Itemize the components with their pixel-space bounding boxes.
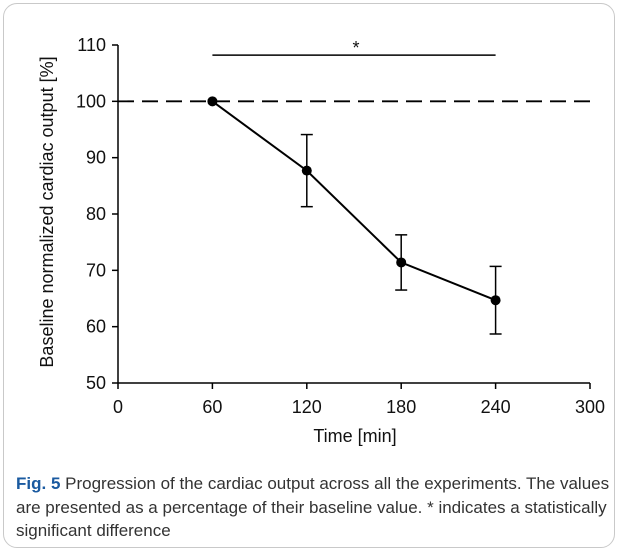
- y-axis-label: Baseline normalized cardiac output [%]: [37, 56, 57, 367]
- data-point: [490, 295, 501, 306]
- y-tick-label: 70: [86, 260, 106, 280]
- figure-label: Fig. 5: [16, 474, 61, 493]
- significance-group: *: [212, 38, 496, 58]
- caption-text: Progression of the cardiac output across…: [16, 474, 610, 540]
- figure-frame: [3, 3, 615, 548]
- y-tick-label: 80: [86, 204, 106, 224]
- x-tick-label: 300: [575, 397, 605, 417]
- data-point: [396, 257, 407, 268]
- x-tick-label: 240: [481, 397, 511, 417]
- y-tick-label: 90: [86, 148, 106, 168]
- significance-marker: *: [352, 38, 359, 58]
- x-tick-label: 120: [292, 397, 322, 417]
- axes: 50 60 70 80 90 100 110 0 60 120 180 240 300: [76, 35, 605, 417]
- data-point: [301, 165, 312, 176]
- figure-caption: Fig. 5 Progression of the cardiac output…: [16, 472, 612, 543]
- series-group: [207, 96, 502, 335]
- x-axis-label: Time [min]: [313, 426, 396, 446]
- y-tick-label: 100: [76, 91, 106, 111]
- data-point: [207, 96, 218, 107]
- y-tick-label: 110: [77, 35, 106, 55]
- x-tick-label: 60: [202, 397, 222, 417]
- x-tick-label: 180: [386, 397, 416, 417]
- x-tick-label: 0: [113, 397, 123, 417]
- y-tick-label: 50: [86, 373, 106, 393]
- series-line: [211, 100, 496, 302]
- cardiac-output-chart: 50 60 70 80 90 100 110 0 60 120 180 240 300 * Baseli…: [37, 35, 605, 446]
- y-tick-label: 60: [86, 317, 106, 337]
